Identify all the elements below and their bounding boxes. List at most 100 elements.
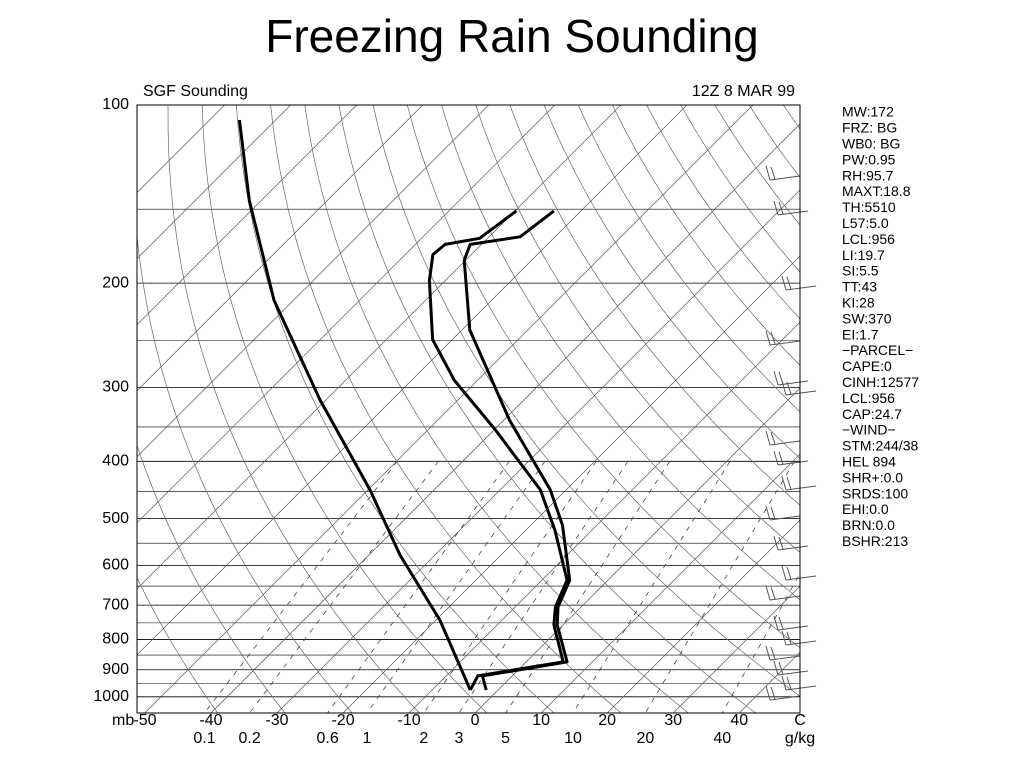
isotherm-extra [137, 105, 688, 656]
index-text: BSHR:213 [842, 533, 908, 549]
dry-adiabat [201, 105, 488, 713]
index-text: WB0: BG [842, 136, 900, 152]
dry-adiabat [304, 105, 689, 713]
index-text: BRN:0.0 [842, 517, 895, 533]
station-label: SGF Sounding [143, 83, 248, 100]
y-tick-label: 900 [102, 661, 129, 678]
wind-barb [765, 645, 801, 661]
wind-barb [765, 685, 801, 701]
isotherm [408, 321, 800, 713]
wind-barb [765, 430, 801, 446]
index-text: FRZ: BG [842, 120, 897, 136]
index-text: −WIND− [842, 422, 896, 438]
index-text: SW:370 [842, 310, 892, 326]
index-text: TH:5510 [842, 199, 896, 215]
barb-flag [786, 381, 792, 395]
barb-flag [778, 536, 784, 550]
barb-flag [765, 430, 771, 446]
isotherm [606, 519, 800, 713]
barb-flag [781, 675, 787, 691]
index-text: MW:172 [842, 104, 894, 120]
grid [137, 105, 800, 713]
index-text: KI:28 [842, 295, 875, 311]
mixing-ratio-label: 0.1 [193, 730, 215, 747]
x-tick-label: -20 [331, 712, 354, 729]
mixing-ratio-label: 0.2 [238, 730, 260, 747]
barb-flag [778, 451, 784, 465]
barb-flag [773, 660, 779, 676]
x-tick-label: 30 [664, 712, 682, 729]
time-label: 12Z 8 MAR 99 [692, 83, 795, 100]
barb-staff [777, 670, 809, 676]
dry-adiabat [137, 577, 219, 713]
barb-flag [770, 166, 776, 180]
barb-flag [773, 450, 779, 466]
isotherm [210, 123, 800, 713]
barb-flag [773, 615, 779, 631]
barb-flag [781, 275, 787, 291]
profile-line [427, 209, 569, 691]
dry-adiabat [372, 105, 800, 697]
barb-staff [785, 575, 817, 581]
isotherm-extra [137, 105, 490, 458]
index-text: EI:1.7 [842, 326, 879, 342]
index-text: LI:19.7 [842, 247, 885, 263]
isotherm [276, 189, 800, 713]
barb-staff [769, 655, 801, 661]
barb-flag [765, 330, 771, 346]
profile-line [462, 209, 572, 691]
dry-adiabat [509, 105, 800, 506]
isotherm-extra [137, 105, 423, 392]
index-text: TT:43 [842, 279, 877, 295]
barb-staff [777, 210, 809, 216]
wind-barb [781, 275, 817, 291]
y-tick-label: 1000 [93, 688, 129, 705]
x-tick-label: 40 [730, 712, 748, 729]
barb-staff [777, 460, 809, 466]
y-tick-label: 300 [102, 379, 129, 396]
barb-flag [773, 200, 779, 216]
barb-flag [770, 331, 776, 345]
index-text: CAPE:0 [842, 358, 892, 374]
barb-staff [769, 175, 801, 181]
x-tick-label: -50 [133, 712, 156, 729]
isotherm-extra [137, 105, 291, 260]
mixing-ratio-label: 2 [419, 730, 428, 747]
index-text: STM:244/38 [842, 438, 918, 454]
barb-staff [769, 695, 801, 701]
profiles [237, 119, 572, 691]
mixing-ratio-line [423, 461, 597, 713]
index-text: L57:5.0 [842, 215, 889, 231]
index-text: EHI:0.0 [842, 501, 889, 517]
profile-line [237, 119, 472, 691]
dry-adiabat [338, 105, 757, 713]
barb-flag [778, 661, 784, 675]
mixing-ratio-label: 40 [713, 730, 731, 747]
barb-flag [773, 535, 779, 551]
mixing-ratio-unit: g/kg [785, 730, 815, 747]
y-tick-label: 600 [102, 557, 129, 574]
x-tick-label: 0 [471, 712, 480, 729]
mixing-ratio-line [249, 461, 439, 713]
dry-adiabat [270, 105, 622, 713]
barb-flag [786, 631, 792, 645]
index-text: −PARCEL− [842, 342, 913, 358]
barb-flag [781, 475, 787, 491]
barb-flag [765, 685, 771, 701]
wind-barb [773, 450, 809, 466]
y-tick-label: 800 [102, 631, 129, 648]
barb-flag [786, 276, 792, 290]
barb-staff [785, 285, 817, 291]
index-text: CINH:12577 [842, 374, 919, 390]
barb-flag [765, 505, 771, 521]
index-text: CAP:24.7 [842, 406, 902, 422]
wind-barb [781, 380, 817, 396]
wind-barb [773, 370, 809, 386]
wind-barb [781, 565, 817, 581]
mixing-ratio-label: 3 [455, 730, 464, 747]
isotherm-extra [137, 105, 556, 524]
y-unit: mb [112, 712, 134, 729]
barb-flag [770, 646, 776, 660]
